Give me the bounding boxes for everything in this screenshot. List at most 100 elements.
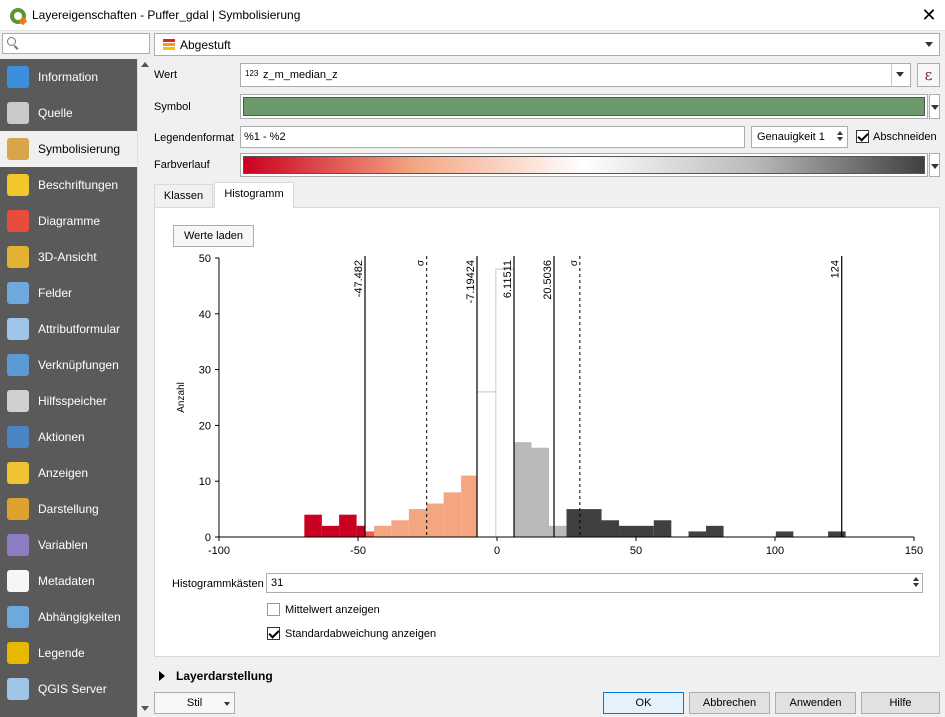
show-std-checkbox[interactable] [267, 627, 280, 640]
apply-button[interactable]: Anwenden [775, 692, 856, 714]
x-tick-label: -100 [208, 545, 230, 557]
sidebar-item-label: Darstellung [38, 502, 99, 516]
sidebar-item-label: Hilfsspeicher [38, 394, 107, 408]
scroll-down-icon[interactable] [141, 706, 149, 711]
sidebar-item-diagramme[interactable]: Diagramme [0, 203, 137, 239]
histogram-bar [828, 531, 846, 537]
chevron-down-icon [925, 42, 933, 47]
sidebar-item-attributformular[interactable]: Attributformular [0, 311, 137, 347]
histogram-bar [321, 525, 340, 537]
y-tick-label: 50 [199, 253, 211, 265]
scroll-up-icon[interactable] [141, 62, 149, 67]
farbverlauf-label: Farbverlauf [154, 159, 210, 171]
renderer-value: Abgestuft [180, 38, 231, 52]
show-mean-checkbox[interactable] [267, 603, 280, 616]
brush-icon [7, 138, 29, 160]
source-icon [7, 102, 29, 124]
precision-spinbox[interactable]: Genauigkeit 1 [751, 126, 848, 148]
form-icon [7, 318, 29, 340]
renderer-select[interactable]: Abgestuft [154, 33, 940, 56]
value-field-select[interactable]: 123 z_m_median_z [240, 63, 911, 87]
sidebar-item-label: Aktionen [38, 430, 85, 444]
x-tick-label: 0 [494, 545, 500, 557]
style-button[interactable]: Stil [154, 692, 235, 714]
tab-klassen[interactable]: Klassen [154, 184, 213, 208]
sidebar-scrollbar[interactable] [137, 59, 150, 717]
expand-arrow-icon[interactable] [159, 671, 165, 681]
search-icon [7, 37, 16, 46]
histogram-bar [443, 492, 462, 537]
sidebar-item-metadaten[interactable]: Metadaten [0, 563, 137, 599]
expression-button[interactable]: ε [917, 63, 940, 87]
load-values-button[interactable]: Werte laden [173, 225, 254, 247]
sidebar-item-label: Abhängigkeiten [38, 610, 121, 624]
sidebar-item-label: Metadaten [38, 574, 95, 588]
sidebar-item-variablen[interactable]: Variablen [0, 527, 137, 563]
y-tick-label: 40 [199, 309, 211, 321]
rendering-brush-icon [7, 498, 29, 520]
std-dev-label: σ [416, 259, 427, 266]
qgis-logo-tail [18, 16, 28, 26]
color-ramp-preview [243, 156, 925, 174]
histogram-chart: -47.482 -7.19424 6.11511 20.5036 124 σ σ 0 10 20… [176, 253, 923, 557]
histogram-bar [476, 391, 497, 538]
close-button[interactable]: ✕ [921, 5, 937, 25]
spin-arrows-icon[interactable] [834, 129, 846, 145]
sidebar-item-label: QGIS Server [38, 682, 107, 696]
style-button-label: Stil [186, 697, 203, 709]
sidebar-item-label: Beschriftungen [38, 178, 119, 192]
layer-rendering-header[interactable]: Layerdarstellung [176, 669, 273, 683]
symbol-button[interactable] [240, 94, 928, 119]
tab-histogramm[interactable]: Histogramm [214, 182, 294, 208]
y-tick-label: 10 [199, 476, 211, 488]
sidebar-item-abhängigkeiten[interactable]: Abhängigkeiten [0, 599, 137, 635]
histogram-bar [495, 268, 515, 538]
histogram-bar [513, 442, 532, 537]
sidebar-item-quelle[interactable]: Quelle [0, 95, 137, 131]
sidebar-item-symbolisierung[interactable]: Symbolisierung [0, 131, 137, 167]
sidebar-item-felder[interactable]: Felder [0, 275, 137, 311]
bins-spinbox[interactable]: 31 [266, 573, 923, 593]
class-break-label: 6.11511 [502, 260, 514, 298]
symbol-label: Symbol [154, 101, 191, 113]
x-tick-label: 50 [630, 545, 642, 557]
sidebar-item-label: Variablen [38, 538, 88, 552]
std-dev-label: σ [569, 259, 580, 266]
sidebar-item-verknüpfungen[interactable]: Verknüpfungen [0, 347, 137, 383]
search-input[interactable] [2, 33, 150, 54]
sidebar-item-hilfsspeicher[interactable]: Hilfsspeicher [0, 383, 137, 419]
sidebar-item-3d-ansicht[interactable]: 3D-Ansicht [0, 239, 137, 275]
symbol-dropdown[interactable] [929, 94, 940, 119]
x-tick-label: 150 [905, 545, 923, 557]
y-axis-label: Anzahl [176, 382, 187, 413]
sidebar-item-darstellung[interactable]: Darstellung [0, 491, 137, 527]
class-break-label: 20.5036 [542, 260, 554, 300]
ok-button[interactable]: OK [603, 692, 684, 714]
class-break-label: -47.482 [353, 260, 365, 297]
y-tick-label: 30 [199, 365, 211, 377]
sidebar-item-aktionen[interactable]: Aktionen [0, 419, 137, 455]
color-ramp-button[interactable] [240, 153, 928, 177]
sidebar-item-beschriftungen[interactable]: Beschriftungen [0, 167, 137, 203]
y-tick-label: 20 [199, 420, 211, 432]
sidebar-item-label: Symbolisierung [38, 142, 121, 156]
legend-format-input[interactable]: %1 - %2 [240, 126, 745, 148]
abschneiden-checkbox[interactable] [856, 130, 869, 143]
spin-arrows-icon[interactable] [910, 575, 922, 591]
chevron-down-icon [931, 164, 939, 169]
server-icon [7, 678, 29, 700]
sidebar-item-label: Felder [38, 286, 73, 300]
label-abc-icon [7, 174, 29, 196]
histogram-bar [706, 525, 724, 537]
numeric-type-badge: 123 [245, 69, 259, 78]
sidebar-item-label: 3D-Ansicht [38, 250, 97, 264]
sidebar-item-information[interactable]: Information [0, 59, 137, 95]
cancel-button[interactable]: Abbrechen [689, 692, 770, 714]
sidebar-item-label: Anzeigen [38, 466, 89, 480]
sidebar-item-legende[interactable]: Legende [0, 635, 137, 671]
sidebar-item-anzeigen[interactable]: Anzeigen [0, 455, 137, 491]
help-button[interactable]: Hilfe [861, 692, 940, 714]
color-ramp-dropdown[interactable] [929, 153, 940, 177]
sidebar-item-qgis-server[interactable]: QGIS Server [0, 671, 137, 707]
bins-label: Histogrammkästen [172, 578, 264, 590]
